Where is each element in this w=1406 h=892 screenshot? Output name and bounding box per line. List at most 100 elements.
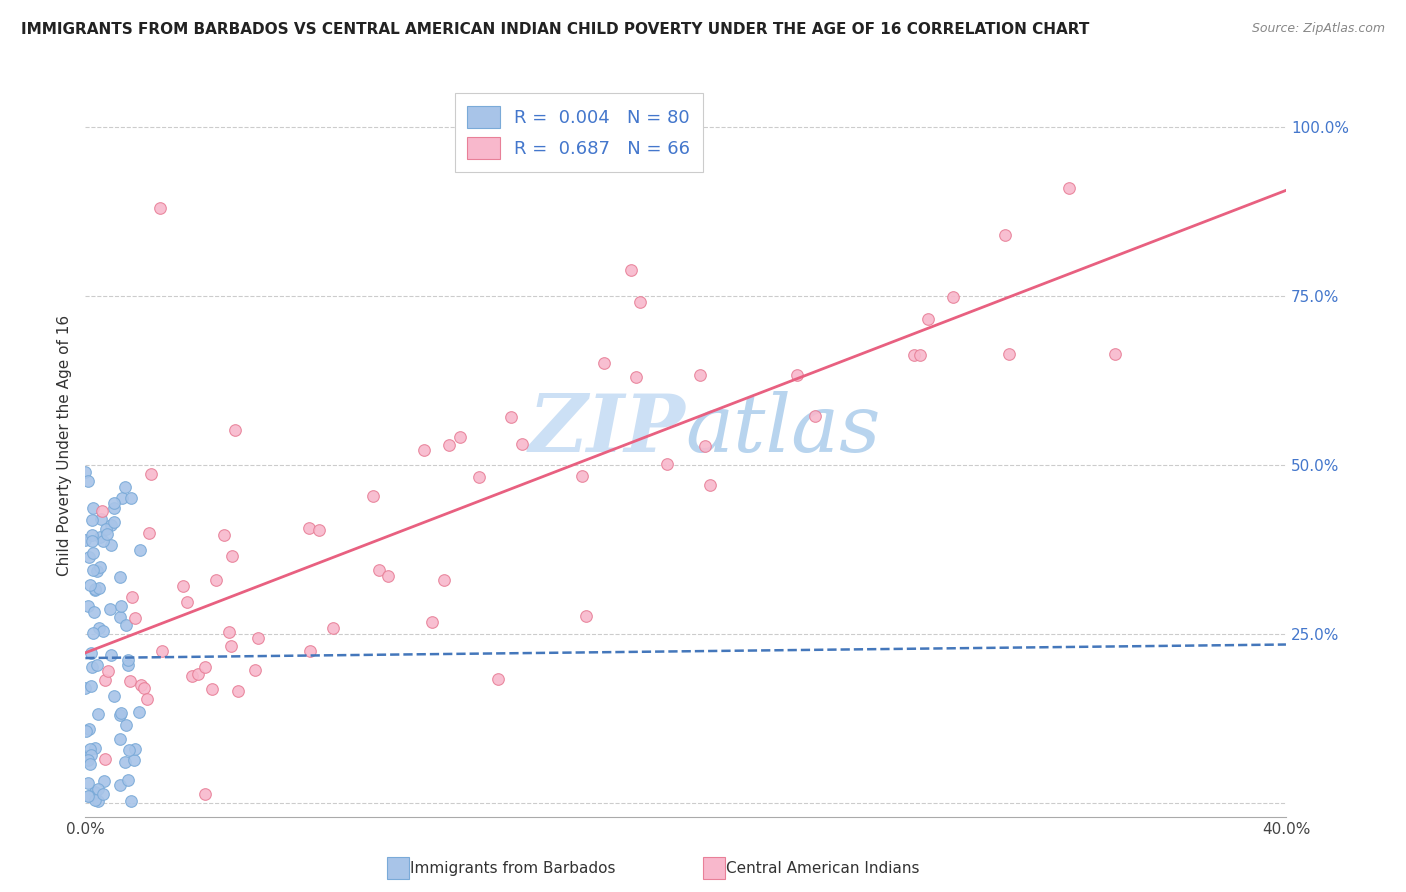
Point — [79, 578, 101, 592]
Point — [201, 681, 224, 696]
Point — [87, 621, 110, 635]
Point — [226, 684, 249, 698]
Point — [75, 681, 97, 695]
Text: Central American Indians: Central American Indians — [725, 861, 920, 876]
Point — [124, 611, 146, 625]
Text: Immigrants from Barbados: Immigrants from Barbados — [411, 861, 616, 876]
Point — [103, 501, 125, 516]
Point — [83, 582, 105, 597]
Point — [187, 667, 209, 681]
Point — [120, 491, 142, 505]
Point — [110, 599, 132, 613]
Point — [87, 581, 110, 595]
Point — [221, 549, 243, 564]
Point — [657, 457, 679, 471]
Point — [120, 794, 142, 808]
Point — [689, 368, 711, 382]
Point — [93, 673, 115, 687]
Point — [94, 522, 117, 536]
Point — [82, 500, 104, 515]
Point — [86, 794, 108, 808]
Legend: R =  0.004   N = 80, R =  0.687   N = 66: R = 0.004 N = 80, R = 0.687 N = 66 — [454, 93, 703, 171]
Text: IMMIGRANTS FROM BARBADOS VS CENTRAL AMERICAN INDIAN CHILD POVERTY UNDER THE AGE : IMMIGRANTS FROM BARBADOS VS CENTRAL AMER… — [21, 22, 1090, 37]
Point — [214, 528, 236, 542]
Point — [486, 672, 509, 686]
Point — [75, 465, 97, 479]
Point — [80, 534, 103, 549]
Point — [115, 718, 138, 732]
Point — [205, 573, 228, 587]
Point — [322, 621, 344, 635]
Point — [361, 489, 384, 503]
Point — [501, 409, 523, 424]
Point — [1104, 347, 1126, 361]
Point — [97, 664, 120, 678]
Point — [994, 228, 1017, 243]
Point — [110, 732, 132, 747]
Point — [1057, 181, 1080, 195]
Point — [110, 779, 132, 793]
Point — [181, 669, 204, 683]
Point — [108, 570, 131, 584]
Point — [176, 595, 198, 609]
Point — [91, 624, 114, 638]
Point — [219, 639, 242, 653]
Point — [908, 348, 931, 362]
Point — [786, 368, 808, 383]
Point — [468, 470, 491, 484]
Point — [87, 707, 110, 722]
Point — [368, 563, 391, 577]
Point — [79, 549, 101, 564]
Point — [129, 542, 152, 557]
Point — [86, 657, 108, 672]
Point — [114, 480, 136, 494]
Point — [75, 723, 97, 738]
Point — [172, 579, 194, 593]
Point — [86, 564, 108, 578]
Point — [89, 530, 111, 544]
Point — [77, 722, 100, 736]
Point — [108, 708, 131, 723]
Text: ZIP: ZIP — [529, 392, 686, 469]
Point — [83, 793, 105, 807]
Point — [308, 524, 330, 538]
Point — [413, 442, 436, 457]
Point — [243, 663, 266, 677]
Point — [620, 262, 643, 277]
Point — [136, 692, 159, 706]
Point — [114, 755, 136, 769]
Point — [77, 789, 100, 803]
Point — [132, 681, 155, 695]
Point — [117, 657, 139, 672]
Point — [82, 513, 104, 527]
Point — [87, 781, 110, 796]
Point — [103, 515, 125, 529]
Point — [194, 787, 217, 801]
Point — [377, 569, 399, 583]
Point — [79, 742, 101, 756]
Point — [695, 439, 717, 453]
Point — [91, 787, 114, 801]
Point — [103, 495, 125, 509]
Point — [628, 295, 651, 310]
Point — [100, 648, 122, 662]
Point — [82, 546, 104, 560]
Point — [942, 290, 965, 304]
Point — [80, 646, 103, 660]
Point — [90, 512, 112, 526]
Point — [118, 743, 141, 757]
Point — [149, 201, 172, 215]
Point — [111, 491, 134, 505]
Point — [510, 437, 533, 451]
Point — [917, 312, 939, 326]
Point — [108, 610, 131, 624]
Point — [93, 534, 115, 549]
Point — [77, 599, 100, 614]
Point — [80, 679, 103, 693]
Point — [298, 521, 321, 535]
Point — [80, 660, 103, 674]
Point — [129, 678, 152, 692]
Point — [247, 632, 270, 646]
Point — [575, 609, 598, 624]
Point — [624, 370, 647, 384]
